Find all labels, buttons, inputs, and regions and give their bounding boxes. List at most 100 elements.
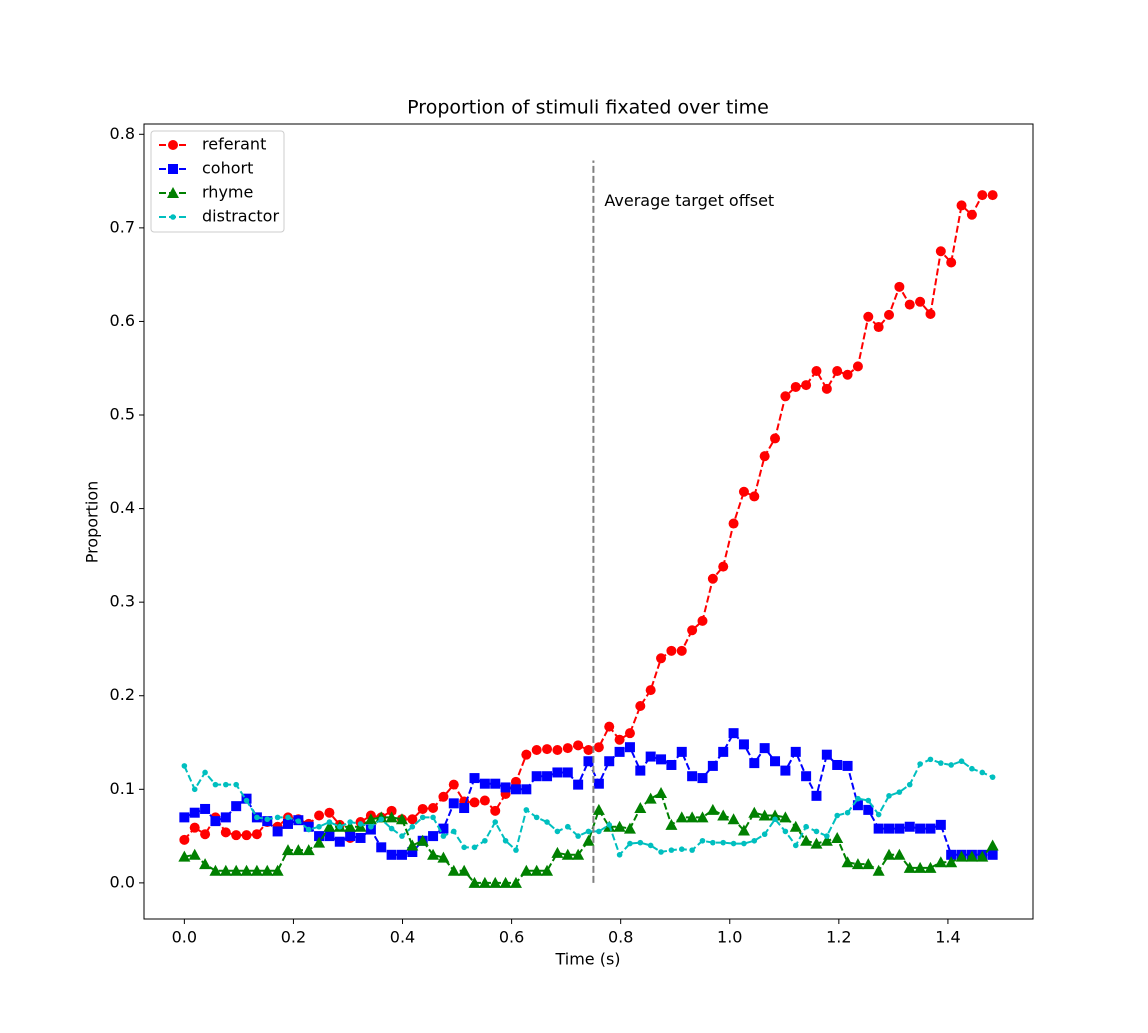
marker bbox=[479, 778, 490, 789]
marker bbox=[272, 826, 283, 837]
marker bbox=[884, 823, 895, 834]
legend: referant cohort rhyme distractor bbox=[150, 130, 285, 233]
marker bbox=[230, 864, 243, 876]
marker bbox=[813, 828, 820, 835]
annotation: Average target offset bbox=[604, 191, 774, 210]
marker bbox=[758, 809, 771, 821]
marker bbox=[894, 281, 905, 292]
marker bbox=[656, 653, 667, 664]
marker bbox=[852, 361, 863, 372]
marker bbox=[718, 561, 729, 572]
marker bbox=[761, 831, 768, 838]
marker bbox=[386, 805, 397, 816]
marker bbox=[624, 728, 635, 739]
marker bbox=[710, 839, 716, 846]
marker bbox=[500, 782, 511, 793]
marker bbox=[461, 844, 467, 851]
marker bbox=[769, 809, 782, 821]
marker bbox=[202, 769, 208, 776]
marker bbox=[966, 209, 977, 220]
marker bbox=[399, 833, 405, 839]
marker bbox=[938, 760, 944, 766]
marker bbox=[614, 734, 625, 745]
marker bbox=[482, 837, 488, 844]
marker bbox=[448, 798, 459, 809]
marker bbox=[407, 814, 418, 825]
marker bbox=[336, 823, 343, 830]
y-tick-label: 0.6 bbox=[110, 311, 135, 330]
y-tick-label: 0.7 bbox=[110, 217, 135, 236]
marker bbox=[958, 758, 965, 765]
marker bbox=[759, 743, 770, 754]
marker bbox=[789, 820, 802, 832]
marker bbox=[824, 833, 830, 839]
marker bbox=[896, 789, 903, 795]
marker bbox=[573, 779, 584, 790]
marker bbox=[635, 701, 646, 712]
y-tick-label: 0.5 bbox=[110, 405, 135, 424]
marker bbox=[240, 864, 253, 876]
marker bbox=[355, 832, 366, 843]
marker bbox=[531, 771, 542, 782]
marker bbox=[450, 828, 457, 835]
marker bbox=[582, 834, 595, 846]
marker bbox=[727, 813, 740, 825]
marker bbox=[842, 369, 853, 380]
marker bbox=[623, 822, 636, 834]
marker bbox=[915, 823, 926, 834]
marker bbox=[181, 763, 188, 769]
marker bbox=[741, 840, 747, 847]
legend-label: rhyme bbox=[202, 183, 253, 202]
marker bbox=[170, 214, 176, 220]
marker bbox=[886, 793, 892, 799]
marker bbox=[521, 749, 532, 760]
marker bbox=[295, 818, 302, 824]
marker bbox=[904, 299, 915, 310]
marker bbox=[407, 847, 418, 858]
marker bbox=[471, 844, 478, 851]
chart-title: Proportion of stimuli fixated over time bbox=[407, 97, 769, 119]
marker bbox=[906, 781, 913, 788]
marker bbox=[396, 849, 407, 860]
marker bbox=[770, 433, 781, 444]
marker bbox=[855, 795, 861, 802]
y-tick-label: 0.2 bbox=[110, 685, 135, 704]
marker bbox=[544, 819, 550, 825]
marker bbox=[554, 828, 561, 835]
marker bbox=[616, 852, 623, 858]
marker bbox=[637, 839, 644, 846]
marker bbox=[261, 864, 274, 876]
marker bbox=[676, 645, 687, 656]
x-tick-label: 0.6 bbox=[499, 928, 524, 947]
marker bbox=[520, 864, 533, 876]
marker bbox=[687, 771, 698, 782]
marker bbox=[478, 876, 491, 888]
marker bbox=[728, 518, 739, 529]
x-axis-label: Time (s) bbox=[554, 950, 620, 969]
marker bbox=[530, 864, 543, 876]
marker bbox=[191, 786, 198, 793]
marker bbox=[219, 864, 232, 876]
marker bbox=[689, 847, 695, 853]
marker bbox=[699, 837, 706, 844]
marker bbox=[665, 818, 678, 830]
marker bbox=[552, 745, 563, 756]
marker bbox=[790, 381, 801, 392]
marker bbox=[645, 685, 656, 696]
marker bbox=[316, 823, 322, 830]
marker bbox=[658, 849, 664, 855]
marker bbox=[832, 759, 843, 770]
marker bbox=[385, 811, 398, 823]
x-tick-label: 0.2 bbox=[281, 928, 306, 947]
x-tick-label: 0.8 bbox=[608, 928, 633, 947]
marker bbox=[292, 844, 305, 856]
marker bbox=[862, 858, 875, 870]
marker bbox=[562, 767, 573, 778]
marker bbox=[334, 836, 345, 847]
marker bbox=[220, 812, 231, 823]
y-tick-label: 0.4 bbox=[110, 498, 135, 517]
marker bbox=[645, 751, 656, 762]
marker bbox=[459, 803, 470, 814]
marker bbox=[281, 844, 294, 856]
marker bbox=[364, 813, 377, 825]
